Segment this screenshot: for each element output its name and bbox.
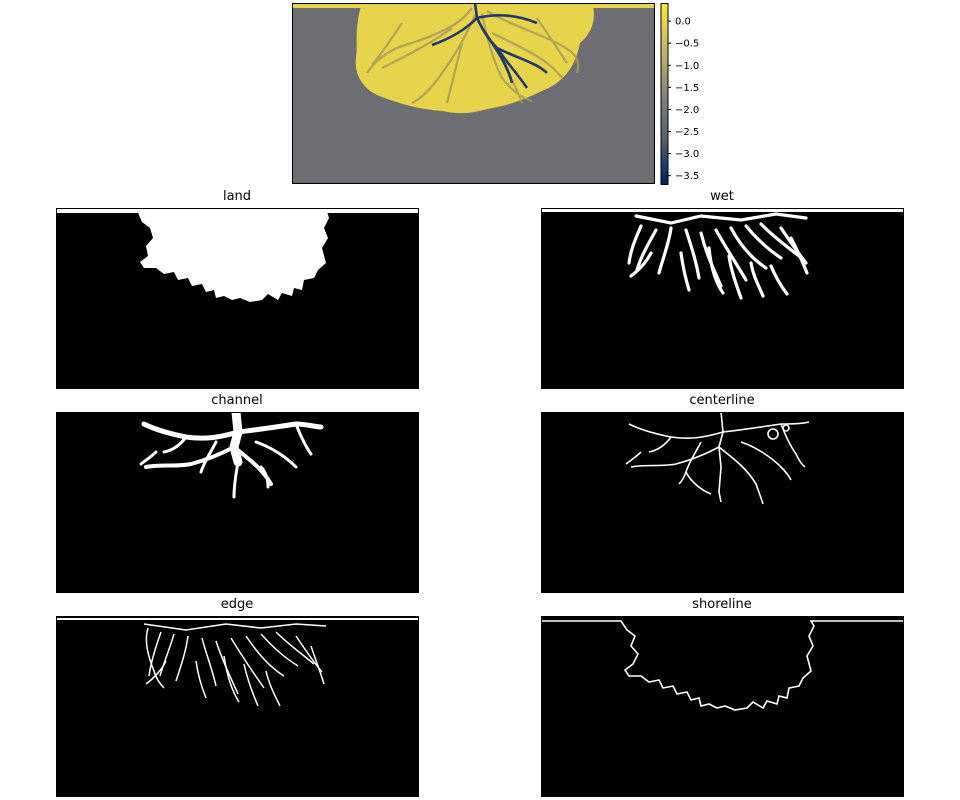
panel-title-channel: channel — [211, 393, 263, 408]
panel-wet — [541, 208, 904, 389]
land-mask — [136, 208, 329, 302]
centerline-skeleton — [625, 412, 810, 505]
colorbar-gradient — [660, 3, 669, 185]
colorbar-tick-label: −1.0 — [675, 61, 699, 72]
colorbar-ticks: 0.0 −0.5 −1.0 −1.5 −2.0 −2.5 −3.0 −3.5 — [668, 17, 699, 182]
panel-title-land: land — [222, 189, 252, 204]
panel-title-shoreline: shoreline — [692, 597, 752, 612]
panel-centerline — [541, 412, 904, 593]
colorbar-tick-label: −2.0 — [675, 105, 699, 116]
colorbar-tick-label: −2.5 — [675, 127, 699, 138]
edge-top-line — [56, 618, 419, 620]
elevation-heatmap — [292, 3, 655, 184]
main-channels-deep — [431, 3, 548, 89]
panel-title-edge: edge — [220, 597, 254, 612]
colorbar: 0.0 −0.5 −1.0 −1.5 −2.0 −2.5 −3.0 −3.5 — [660, 3, 730, 185]
colorbar-tick-label: −3.0 — [675, 149, 699, 160]
colorbar-tick-label: 0.0 — [675, 17, 691, 28]
shoreline-contour — [541, 620, 904, 711]
wet-top-strip — [541, 208, 904, 212]
wet-channels — [627, 212, 809, 300]
colorbar-tick-label: −0.5 — [675, 39, 699, 50]
elevation-frame — [292, 3, 655, 184]
panel-land — [56, 208, 419, 389]
delta-lobe — [355, 3, 594, 114]
colorbar-tick-label: −3.5 — [675, 171, 699, 182]
panel-title-centerline: centerline — [689, 393, 755, 408]
panel-edge — [56, 616, 419, 797]
channel-mask — [139, 412, 324, 499]
colorbar-tick-label: −1.5 — [675, 83, 699, 94]
panel-title-wet: wet — [710, 189, 734, 204]
panel-channel — [56, 412, 419, 593]
edge-mask — [143, 623, 327, 707]
panel-shoreline — [541, 616, 904, 797]
